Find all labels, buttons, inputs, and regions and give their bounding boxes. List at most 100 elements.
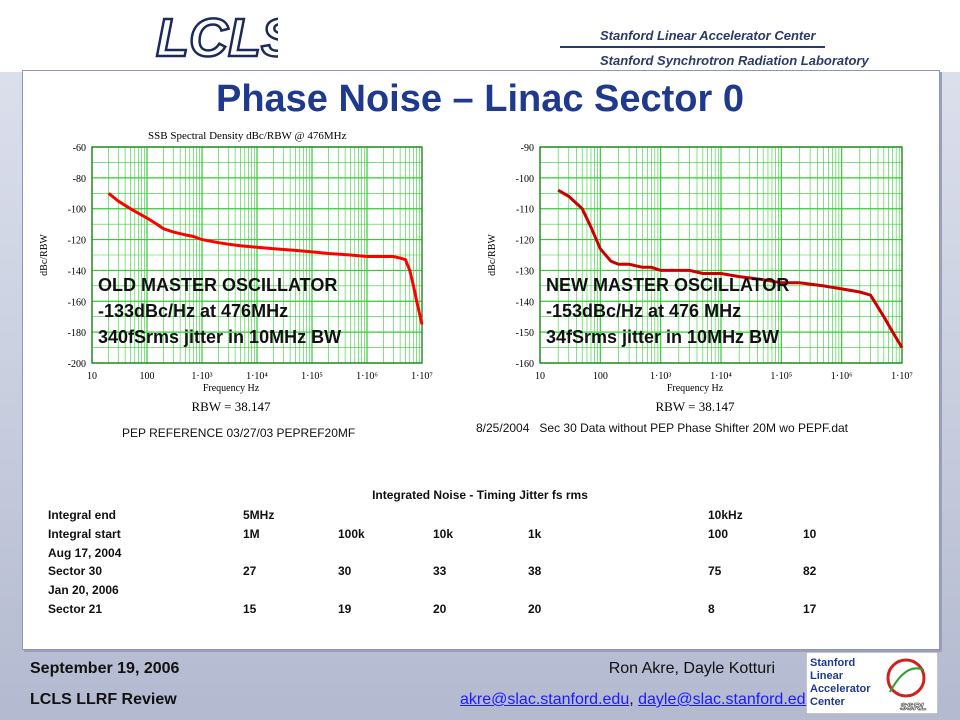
noise-table-cell: 10k — [433, 527, 454, 542]
noise-table-title: Integrated Noise - Timing Jitter fs rms — [372, 488, 588, 502]
x-tick-label: 1·10⁵ — [301, 371, 323, 382]
x-tick-label: 1·10³ — [650, 371, 671, 382]
new-chart-caption: 8/25/2004 Sec 30 Data without PEP Phase … — [476, 421, 848, 435]
noise-table-cell — [708, 543, 803, 562]
noise-table-cell: 17 — [803, 601, 817, 616]
noise-table-cell: Integral start — [48, 527, 121, 542]
noise-table-cell: 33 — [433, 564, 447, 579]
noise-table-cell: 10 — [803, 527, 817, 542]
plot-frame — [91, 146, 423, 364]
email-link-dayle[interactable]: dayle@slac.stanford.edu — [638, 691, 815, 708]
y-tick-label: -100 — [68, 205, 86, 216]
y-tick-label: -120 — [516, 236, 534, 247]
noise-table-row: Integral start 1M 100k 10k 1k 100 10 — [48, 525, 843, 544]
noise-table-cell: 1M — [243, 527, 260, 542]
lcls-logo-text: LCLS — [156, 8, 278, 66]
y-tick-label: -90 — [521, 143, 534, 154]
header-rule-1 — [560, 46, 825, 48]
y-tick-label: -160 — [68, 297, 86, 308]
email-link-akre[interactable]: akre@slac.stanford.edu — [460, 691, 630, 708]
noise-table-cell: 82 — [803, 564, 817, 579]
noise-table-cell: Sector 21 — [48, 601, 103, 616]
noise-table-cell: 15 — [243, 601, 257, 616]
y-axis-label: dBc/RBW — [487, 234, 498, 276]
old-annotation-line-1: OLD MASTER OSCILLATOR — [98, 275, 338, 295]
noise-table-row: Integral end 5MHz 10kHz — [48, 506, 843, 525]
ssrl-label: SSRL — [900, 702, 927, 713]
y-tick-label: -60 — [73, 143, 86, 154]
noise-table-cell: Sector 30 — [48, 564, 103, 579]
ssrl-beam-icon — [889, 667, 925, 693]
slac-logo-line-4: Center — [810, 696, 846, 708]
plot-frame — [539, 146, 903, 364]
noise-table-cell: 27 — [243, 564, 257, 579]
noise-table-cell: 30 — [338, 564, 352, 579]
noise-table-cell — [708, 581, 803, 600]
noise-table-cell: 100k — [338, 527, 365, 542]
x-tick-label: 1·10⁷ — [411, 371, 433, 382]
noise-table-cell — [803, 543, 843, 562]
new-oscillator-annotation: NEW MASTER OSCILLATOR -153dBc/Hz at 476 … — [546, 272, 789, 350]
noise-table-cell: Integral end — [48, 508, 117, 523]
slac-logo-line-2: Linear — [810, 670, 844, 682]
new-annotation-line-1: NEW MASTER OSCILLATOR — [546, 275, 790, 295]
noise-table-cell: Jan 20, 2006 — [48, 583, 119, 598]
x-tick-label: 1·10⁶ — [831, 371, 853, 382]
y-tick-label: -120 — [68, 236, 86, 247]
ssrl-ring-icon — [886, 658, 926, 698]
footer-emails: akre@slac.stanford.edu, dayle@slac.stanf… — [460, 691, 814, 709]
noise-table-row: Aug 17, 2004 — [48, 543, 843, 562]
slac-ssrl-logo: Stanford Linear Accelerator Center SSRL — [806, 652, 938, 714]
noise-table-cell — [243, 543, 338, 562]
slac-logo-line-1: Stanford — [810, 657, 855, 669]
chart-title: SSB Spectral Density dBc/RBW @ 476MHz — [148, 130, 347, 142]
noise-table-row: Sector 30 27 30 33 38 75 82 — [48, 562, 843, 581]
x-tick-label: 100 — [140, 371, 155, 382]
noise-table-cell — [803, 506, 843, 525]
noise-table-cell — [528, 581, 708, 600]
noise-table: Integral end 5MHz 10kHz Integral start 1M 100… — [48, 506, 843, 618]
lcls-logo: LCLS — [138, 7, 278, 66]
y-tick-label: -140 — [68, 266, 86, 277]
noise-table-cell: 75 — [708, 564, 722, 579]
noise-table-cell — [528, 543, 708, 562]
noise-table-cell: 19 — [338, 601, 352, 616]
y-tick-label: -100 — [516, 174, 534, 185]
noise-table-cell — [433, 543, 528, 562]
series-line-0 — [557, 188, 904, 349]
noise-table-cell — [433, 506, 528, 525]
footer-date: September 19, 2006 — [30, 660, 180, 677]
header-band: LCLS Stanford Linear Accelerator Center … — [0, 0, 960, 72]
noise-table-cell — [338, 543, 433, 562]
noise-table-row: Jan 20, 2006 — [48, 581, 843, 600]
x-axis-label: Frequency Hz — [203, 383, 260, 394]
old-oscillator-annotation: OLD MASTER OSCILLATOR -133dBc/Hz at 476M… — [98, 272, 341, 350]
new-annotation-line-3: 34fSrms jitter in 10MHz BW — [546, 327, 780, 347]
noise-table-cell — [338, 506, 433, 525]
noise-table-cell: 100 — [708, 527, 729, 542]
y-tick-label: -130 — [516, 266, 534, 277]
noise-table-cell — [243, 581, 338, 600]
noise-table-cell: 10kHz — [708, 508, 743, 523]
footer-authors: Ron Akre, Dayle Kotturi — [608, 660, 775, 677]
y-tick-label: -150 — [516, 328, 534, 339]
old-chart-caption: PEP REFERENCE 03/27/03 PEPREF20MF — [122, 426, 356, 440]
y-axis-label: dBc/RBW — [39, 234, 50, 276]
x-tick-label: 1·10⁴ — [246, 371, 268, 382]
noise-table-cell: 5MHz — [243, 508, 275, 523]
institution-ssrl: Stanford Synchrotron Radiation Laborator… — [600, 53, 869, 68]
x-tick-label: 10 — [87, 371, 97, 382]
noise-table-cell: 1k — [528, 527, 542, 542]
rbw-label: RBW = 38.147 — [192, 399, 271, 414]
x-tick-label: 10 — [535, 371, 545, 382]
x-tick-label: 1·10³ — [191, 371, 212, 382]
noise-table-cell — [528, 506, 708, 525]
x-axis-label: Frequency Hz — [667, 383, 724, 394]
noise-table-cell: 20 — [528, 601, 542, 616]
noise-table-row: Sector 21 15 19 20 20 8 17 — [48, 599, 843, 618]
email-separator: , — [629, 691, 639, 708]
slac-logo-line-3: Accelerator — [810, 683, 871, 695]
x-tick-label: 1·10⁷ — [891, 371, 913, 382]
y-tick-label: -160 — [516, 359, 534, 370]
noise-table-cell: Aug 17, 2004 — [48, 545, 122, 560]
